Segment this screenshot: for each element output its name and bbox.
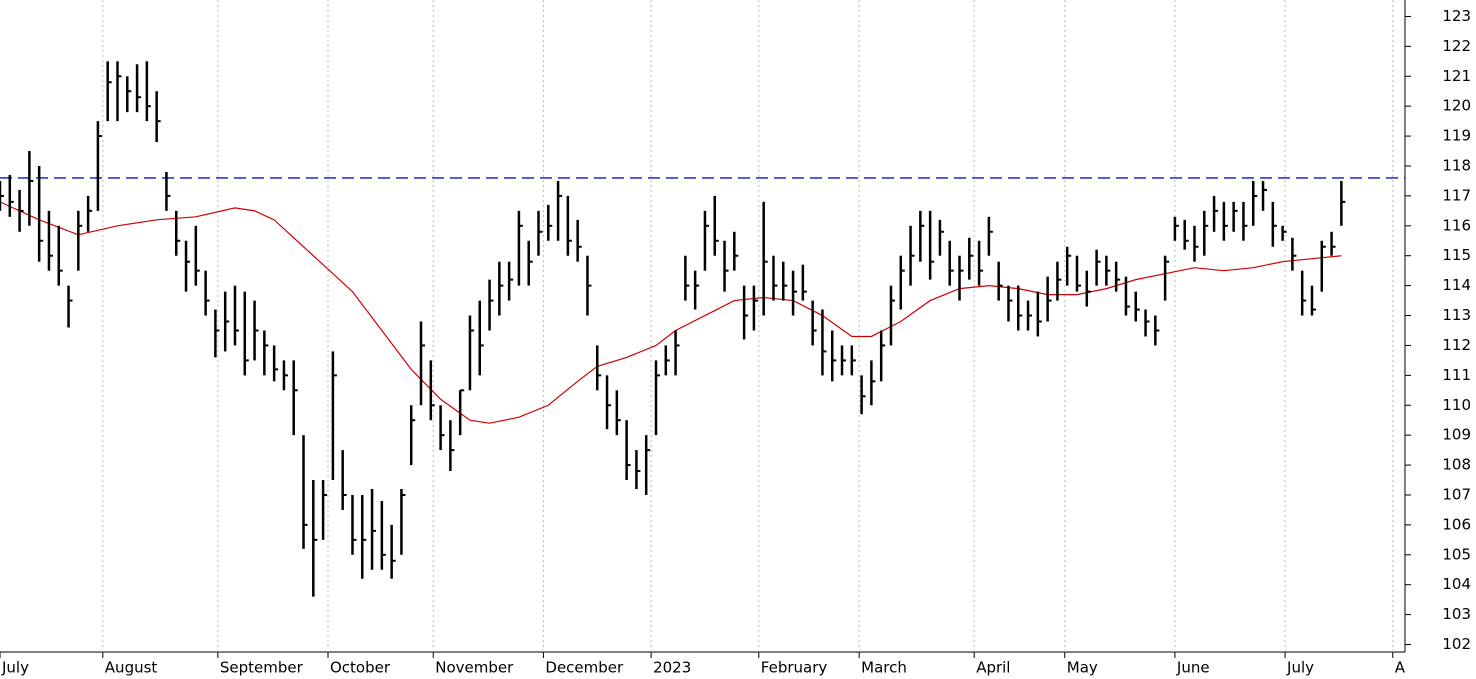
x-tick-label: August [105, 659, 158, 677]
y-tick-label: 102 [1442, 635, 1471, 653]
y-tick-label: 117 [1442, 186, 1471, 204]
y-tick-label: 114 [1442, 276, 1471, 294]
y-tick-label: 112 [1442, 336, 1471, 354]
y-tick-label: 105 [1442, 545, 1471, 563]
x-tick-label: 2023 [653, 659, 691, 677]
y-tick-label: 119 [1442, 127, 1471, 145]
y-tick-label: 108 [1442, 456, 1471, 474]
x-tick-label: March [861, 659, 907, 677]
x-tick-label: September [220, 659, 304, 677]
x-tick-label: May [1067, 659, 1098, 677]
y-tick-label: 103 [1442, 605, 1471, 623]
x-tick-label: July [1286, 659, 1314, 677]
y-tick-label: 111 [1442, 366, 1471, 384]
x-tick-label: December [545, 659, 624, 677]
x-tick-label: July [1, 659, 29, 677]
x-tick-label: February [761, 659, 828, 677]
y-tick-label: 120 [1442, 97, 1471, 115]
y-tick-label: 118 [1442, 156, 1471, 174]
y-tick-label: 121 [1442, 67, 1471, 85]
moving-average [0, 201, 1342, 424]
x-tick-label: June [1176, 659, 1210, 677]
y-tick-label: 113 [1442, 306, 1471, 324]
y-tick-label: 122 [1442, 37, 1471, 55]
x-tick-label: A [1395, 659, 1406, 677]
y-tick-label: 115 [1442, 246, 1471, 264]
y-tick-label: 116 [1442, 216, 1471, 234]
x-tick-label: April [976, 659, 1010, 677]
y-tick-label: 104 [1442, 575, 1471, 593]
y-tick-label: 106 [1442, 515, 1471, 533]
y-tick-label: 110 [1442, 396, 1471, 414]
y-tick-label: 123 [1442, 7, 1471, 25]
y-tick-label: 109 [1442, 426, 1471, 444]
y-tick-label: 107 [1442, 485, 1471, 503]
x-tick-label: October [330, 659, 391, 677]
x-tick-label: November [435, 659, 514, 677]
